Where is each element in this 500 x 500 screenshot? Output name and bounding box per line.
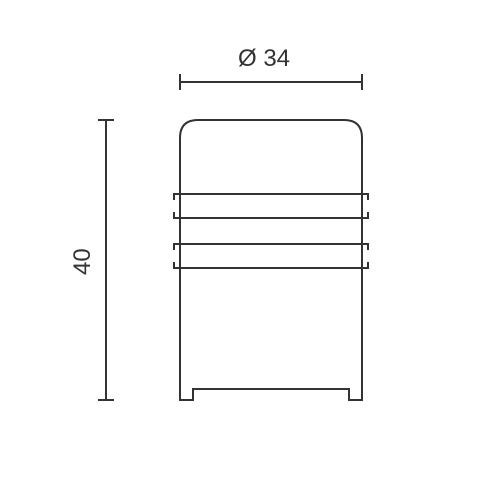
- dimension-height-label: 40: [69, 248, 96, 275]
- dimension-diameter-label: Ø 34: [238, 45, 290, 72]
- technical-drawing: Ø 34 40: [0, 0, 500, 500]
- dimension-height: 40: [69, 120, 114, 400]
- part-body-outline: [180, 120, 362, 400]
- dimension-diameter: Ø 34: [180, 45, 362, 90]
- ring-groove-1: [174, 194, 368, 218]
- ring-groove-2: [174, 244, 368, 268]
